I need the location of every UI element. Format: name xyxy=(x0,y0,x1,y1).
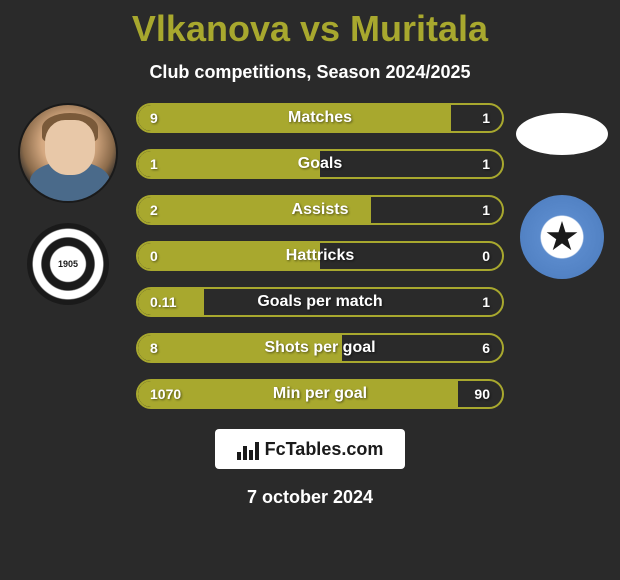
stat-label: Goals xyxy=(298,155,342,173)
stat-right-value: 6 xyxy=(482,340,490,356)
stat-label: Min per goal xyxy=(273,385,367,403)
stat-label: Goals per match xyxy=(257,293,382,311)
stat-left-bar: 0.11 xyxy=(138,289,204,315)
player-photo-left xyxy=(18,103,118,203)
stats-area: 9Matches11Goals12Assists10Hattricks00.11… xyxy=(0,103,620,409)
page-title: Vlkanova vs Muritala xyxy=(0,0,620,50)
right-column xyxy=(512,103,612,409)
stats-column: 9Matches11Goals12Assists10Hattricks00.11… xyxy=(128,103,512,409)
stat-row: 8Shots per goal6 xyxy=(136,333,504,363)
stat-row: 0.11 Goals per match 1 xyxy=(136,287,504,317)
stat-right-value: 90 xyxy=(474,386,490,402)
stat-label: Matches xyxy=(288,109,352,127)
stat-label: Hattricks xyxy=(286,247,354,265)
footer-brand: FcTables.com xyxy=(215,429,405,469)
stat-row: 1Goals1 xyxy=(136,149,504,179)
footer-date: 7 october 2024 xyxy=(0,487,620,508)
club-badge-left xyxy=(27,223,109,305)
stat-row: 1070Min per goal90 xyxy=(136,379,504,409)
chart-bars-icon xyxy=(237,438,259,460)
stat-right-value: 1 xyxy=(482,202,490,218)
club-badge-right xyxy=(520,195,604,279)
stat-right-value: 0 xyxy=(482,248,490,264)
star-icon xyxy=(546,221,578,253)
stat-right-value: 1 xyxy=(482,110,490,126)
page-subtitle: Club competitions, Season 2024/2025 xyxy=(0,50,620,83)
player-face-shape xyxy=(45,120,95,175)
stat-row: 2Assists1 xyxy=(136,195,504,225)
left-column xyxy=(8,103,128,409)
stat-right-value: 1 xyxy=(482,294,490,310)
stat-right-value: 1 xyxy=(482,156,490,172)
stat-row: 9Matches1 xyxy=(136,103,504,133)
oval-logo-right xyxy=(516,113,608,155)
stat-left-bar: 1 xyxy=(138,151,320,177)
main-container: Vlkanova vs Muritala Club competitions, … xyxy=(0,0,620,580)
stat-label: Shots per goal xyxy=(264,339,375,357)
stat-label: Assists xyxy=(292,201,349,219)
stat-row: 0Hattricks0 xyxy=(136,241,504,271)
footer-brand-text: FcTables.com xyxy=(265,439,384,460)
